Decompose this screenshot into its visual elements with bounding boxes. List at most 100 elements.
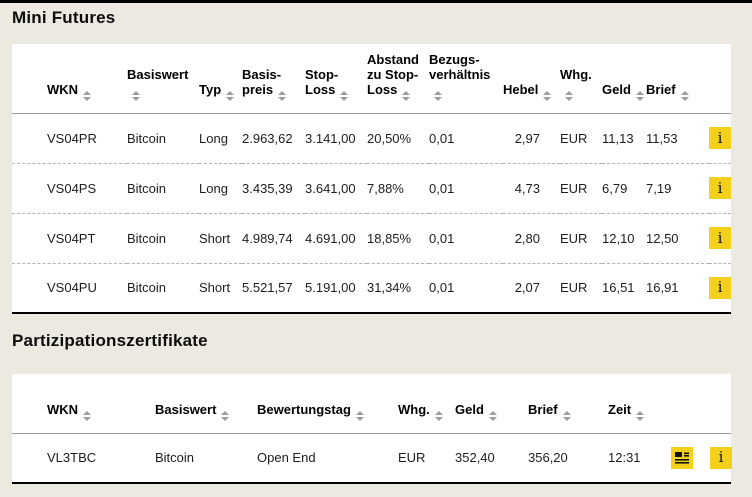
cell-basiswert: Bitcoin (127, 130, 167, 146)
sort-icon (635, 90, 644, 101)
column-header-basiswert[interactable]: Basiswert (155, 374, 257, 433)
cell-basispreis: 3.435,39 (242, 162, 305, 213)
column-label: Brief (528, 401, 558, 417)
info-icon[interactable]: i (709, 177, 731, 199)
column-label: Hebel (503, 81, 539, 97)
column-header-abstand-zu-stop-loss[interactable]: Abstand zu Stop- Loss (367, 44, 429, 113)
cell-geld: 6,79 (602, 162, 646, 213)
cell-basiswert: Bitcoin (127, 262, 199, 313)
cell-basispreis: 2.963,62 (242, 130, 293, 146)
cell-bewertungstag: Open End (257, 450, 316, 466)
info-icon[interactable]: i (709, 276, 731, 299)
sort-icon (680, 90, 689, 101)
news-icon[interactable] (671, 446, 693, 469)
column-header-news (660, 374, 704, 433)
column-header-typ[interactable]: Typ (199, 44, 242, 113)
cell-hebel: 2,80 (503, 212, 560, 263)
cell-brief: 12,50 (646, 212, 709, 263)
column-header-hebel[interactable]: Hebel (503, 44, 560, 113)
column-label: Typ (199, 81, 222, 97)
cell-basispreis: 5.521,57 (242, 262, 305, 313)
column-header-wkn[interactable]: WKN (12, 44, 127, 113)
cell-basispreis: 4.989,74 (242, 212, 305, 263)
cell-wkn: VS04PR (47, 130, 97, 146)
column-header-brief[interactable]: Brief (646, 44, 709, 113)
column-label: Geld (602, 81, 631, 97)
cell-brief: 11,53 (646, 130, 678, 146)
mini-futures-table: WKN Basiswert Typ Basis- preis Stop- Los… (12, 44, 731, 314)
cell-geld: 12,10 (602, 212, 646, 263)
sort-icon (340, 90, 349, 101)
section-title-partizipationszertifikate: Partizipationszertifikate (12, 331, 208, 350)
cell-abstand: 31,34% (367, 262, 429, 313)
column-header-geld[interactable]: Geld (455, 374, 528, 433)
sort-icon (434, 90, 442, 101)
column-header-stop-loss[interactable]: Stop- Loss (305, 44, 367, 113)
table-row: VS04PU Bitcoin Short 5.521,57 5.191,00 3… (12, 262, 731, 313)
cell-stop-loss: 4.691,00 (305, 212, 367, 263)
info-icon-glyph: i (717, 228, 723, 247)
column-label: Whg. (560, 66, 592, 82)
column-label: Bewertungstag (257, 401, 351, 417)
table-row: VS04PT Bitcoin Short 4.989,74 4.691,00 1… (12, 212, 731, 263)
column-label: WKN (47, 81, 79, 97)
cell-typ: Short (199, 262, 242, 313)
info-icon[interactable]: i (709, 127, 731, 149)
table-header-row: WKN Basiswert Bewertungstag Whg. Geld Br… (12, 374, 731, 433)
column-label: Zeit (608, 401, 632, 417)
sort-icon (636, 410, 645, 421)
column-header-wkn[interactable]: WKN (12, 374, 155, 433)
cell-abstand: 7,88% (367, 162, 429, 213)
column-header-bewertungstag[interactable]: Bewertungstag (257, 374, 398, 433)
info-icon[interactable]: i (709, 227, 731, 249)
column-label: Stop- Loss (305, 66, 339, 97)
cell-abstand: 18,85% (367, 212, 429, 263)
column-header-bezugsverhaeltnis[interactable]: Bezugs- verhältnis (429, 44, 503, 113)
column-header-whg[interactable]: Whg. (560, 44, 602, 113)
sort-icon (278, 90, 287, 101)
column-label: Basiswert (155, 401, 217, 417)
table-header-row: WKN Basiswert Typ Basis- preis Stop- Los… (12, 44, 731, 113)
cell-zeit: 12:31 (608, 450, 641, 466)
cell-hebel: 2,07 (503, 262, 560, 313)
table-row: VL3TBC Bitcoin Open End EUR 352,40 356,2… (12, 433, 732, 483)
cell-brief: 7,19 (646, 162, 709, 213)
column-header-zeit[interactable]: Zeit (608, 374, 660, 433)
sort-icon (402, 90, 411, 101)
cell-basiswert: Bitcoin (155, 450, 195, 466)
table-row: VS04PS Bitcoin Long 3.435,39 3.641,00 7,… (12, 162, 731, 213)
cell-bezug: 0,01 (429, 162, 503, 213)
column-label: Geld (455, 401, 484, 417)
column-header-basiswert[interactable]: Basiswert (127, 44, 199, 113)
cell-bezug: 0,01 (429, 262, 503, 313)
sort-icon (434, 410, 443, 421)
column-header-whg[interactable]: Whg. (398, 374, 455, 433)
column-label: Brief (646, 81, 676, 97)
cell-whg: EUR (560, 212, 602, 263)
column-header-geld[interactable]: Geld (602, 44, 646, 113)
cell-geld: 16,51 (602, 262, 646, 313)
info-icon-glyph: i (717, 278, 723, 297)
cell-whg: EUR (560, 262, 602, 313)
cell-basiswert: Bitcoin (127, 162, 199, 213)
cell-wkn: VS04PU (12, 262, 127, 313)
sort-icon (132, 90, 140, 101)
column-header-basispreis[interactable]: Basis- preis (242, 44, 305, 113)
cell-stop-loss: 3.641,00 (305, 162, 367, 213)
info-icon-glyph: i (717, 128, 723, 147)
cell-geld: 11,13 (602, 130, 634, 146)
cell-brief: 16,91 (646, 262, 709, 313)
column-header-brief[interactable]: Brief (528, 374, 608, 433)
info-icon[interactable]: i (710, 446, 732, 469)
sort-icon (562, 410, 571, 421)
cell-whg: EUR (560, 162, 602, 213)
cell-wkn: VS04PS (12, 162, 127, 213)
news-icon-glyph (675, 451, 689, 464)
column-label: Basis- preis (242, 66, 282, 97)
cell-bezug: 0,01 (429, 212, 503, 263)
cell-geld: 352,40 (455, 450, 495, 466)
cell-wkn: VL3TBC (47, 450, 97, 466)
column-label: Bezugs- verhältnis (429, 51, 491, 82)
cell-whg: EUR (560, 130, 588, 146)
column-label: Basiswert (127, 66, 189, 82)
